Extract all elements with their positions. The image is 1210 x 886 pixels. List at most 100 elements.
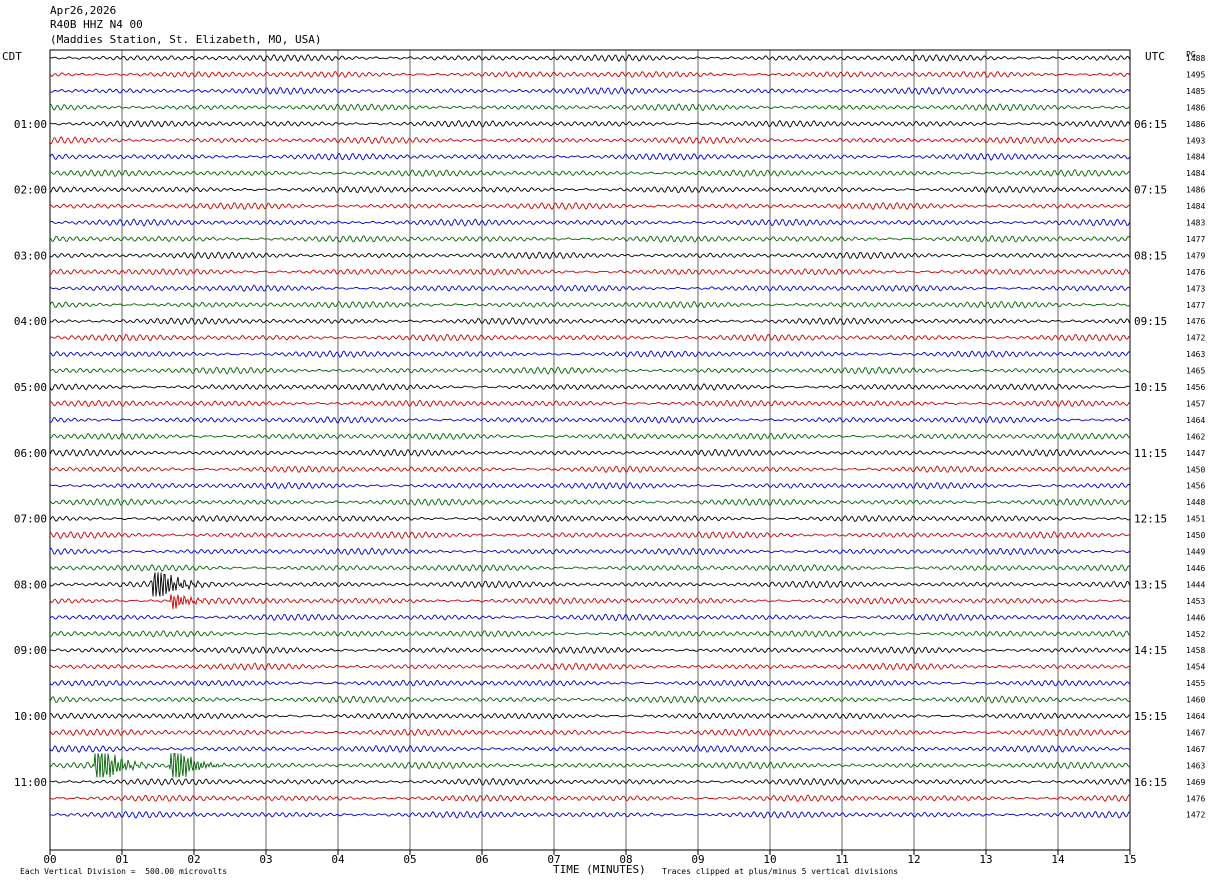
plot-frame [49, 49, 1131, 851]
right-hour-label: 15:15 [1134, 710, 1167, 723]
trace-row-9 [49, 202, 1131, 211]
trace-row-5 [49, 136, 1131, 145]
trace-row-0 [49, 54, 1131, 62]
row-value-label: 1448 [1186, 498, 1205, 507]
row-value-label: 1484 [1186, 169, 1205, 178]
row-value-label: 1463 [1186, 350, 1205, 359]
x-tick-label: 13 [979, 853, 992, 866]
row-value-label: 1469 [1186, 778, 1205, 787]
trace-row-21 [49, 399, 1131, 408]
trace-row-20 [49, 383, 1131, 391]
trace-row-4 [49, 119, 1131, 128]
trace-row-23 [49, 432, 1131, 441]
trace-row-14 [49, 284, 1131, 292]
trace-row-26 [49, 481, 1131, 490]
trace-row-24 [49, 448, 1131, 457]
trace-row-2 [49, 86, 1131, 95]
trace-row-19 [49, 366, 1131, 375]
row-value-label: 1484 [1186, 153, 1205, 162]
trace-row-29 [49, 531, 1131, 540]
right-hour-label: 11:15 [1134, 447, 1167, 460]
right-timezone-label: UTC [1145, 50, 1165, 63]
row-value-label: 1472 [1186, 334, 1205, 343]
trace-row-31 [49, 564, 1131, 572]
row-value-label: 1446 [1186, 613, 1205, 622]
trace-row-8 [49, 185, 1131, 194]
trace-row-22 [49, 415, 1131, 424]
right-hour-label: 13:15 [1134, 578, 1167, 591]
row-value-label: 1476 [1186, 268, 1205, 277]
x-tick-label: 12 [907, 853, 920, 866]
row-value-label: 1444 [1186, 580, 1205, 589]
trace-row-25 [49, 465, 1131, 474]
row-value-label: 1447 [1186, 449, 1205, 458]
row-value-label: 1488 [1186, 54, 1205, 63]
row-value-label: 1463 [1186, 761, 1205, 770]
trace-row-43 [49, 752, 1131, 778]
row-value-label: 1453 [1186, 597, 1205, 606]
left-hour-label: 06:00 [14, 447, 47, 460]
x-tick-label: 05 [403, 853, 416, 866]
trace-row-16 [49, 317, 1131, 326]
trace-row-46 [50, 810, 1130, 819]
left-hour-label: 11:00 [14, 776, 47, 789]
trace-row-41 [49, 728, 1131, 737]
left-hour-label: 05:00 [14, 381, 47, 394]
left-hour-label: 02:00 [14, 184, 47, 197]
trace-row-30 [49, 547, 1131, 556]
row-value-label: 1464 [1186, 712, 1205, 721]
row-value-label: 1495 [1186, 70, 1205, 79]
trace-row-40 [49, 712, 1131, 720]
trace-row-11 [49, 235, 1131, 243]
row-value-label: 1454 [1186, 663, 1205, 672]
right-hour-label: 14:15 [1134, 644, 1167, 657]
row-value-label: 1476 [1186, 317, 1205, 326]
right-hour-label: 06:15 [1134, 118, 1167, 131]
row-value-label: 1455 [1186, 679, 1205, 688]
row-value-label: 1465 [1186, 367, 1205, 376]
row-value-label: 1467 [1186, 745, 1205, 754]
trace-row-32 [49, 572, 1131, 597]
right-hour-label: 16:15 [1134, 776, 1167, 789]
row-value-label: 1456 [1186, 383, 1205, 392]
x-axis-label: TIME (MINUTES) [553, 863, 646, 876]
row-value-label: 1486 [1186, 103, 1205, 112]
x-tick-label: 11 [835, 853, 848, 866]
left-hour-label: 04:00 [14, 315, 47, 328]
clip-note: Traces clipped at plus/minus 5 vertical … [662, 867, 899, 876]
left-hour-label: 08:00 [14, 578, 47, 591]
row-value-label: 1462 [1186, 432, 1205, 441]
row-value-label: 1457 [1186, 399, 1205, 408]
trace-row-45 [49, 794, 1131, 803]
row-value-label: 1493 [1186, 136, 1205, 145]
x-tick-label: 04 [331, 853, 345, 866]
x-tick-label: 00 [43, 853, 56, 866]
x-tick-label: 09 [691, 853, 704, 866]
right-hour-label: 10:15 [1134, 381, 1167, 394]
left-hour-label: 10:00 [14, 710, 47, 723]
x-tick-label: 10 [763, 853, 776, 866]
left-timezone-label: CDT [2, 50, 22, 63]
trace-row-18 [49, 350, 1131, 358]
left-hour-label: 07:00 [14, 513, 47, 526]
channel-label: R40B HHZ N4 00 [50, 18, 143, 31]
row-value-label: 1460 [1186, 696, 1205, 705]
row-value-label: 1451 [1186, 515, 1205, 524]
row-value-label: 1479 [1186, 251, 1205, 260]
right-hour-label: 07:15 [1134, 184, 1167, 197]
row-value-label: 1483 [1186, 219, 1205, 228]
left-hour-label: 03:00 [14, 249, 47, 262]
x-tick-label: 02 [187, 853, 200, 866]
row-value-label: 1476 [1186, 794, 1205, 803]
row-value-label: 1486 [1186, 186, 1205, 195]
trace-row-3 [49, 103, 1131, 112]
scale-note: Each Vertical Division = 500.00 microvol… [20, 867, 228, 876]
row-value-label: 1452 [1186, 630, 1205, 639]
row-value-label: 1484 [1186, 202, 1205, 211]
row-value-label: 1486 [1186, 120, 1205, 129]
trace-row-10 [49, 218, 1131, 227]
row-value-label: 1477 [1186, 301, 1205, 310]
trace-row-33 [49, 594, 1131, 610]
row-value-label: 1449 [1186, 548, 1205, 557]
